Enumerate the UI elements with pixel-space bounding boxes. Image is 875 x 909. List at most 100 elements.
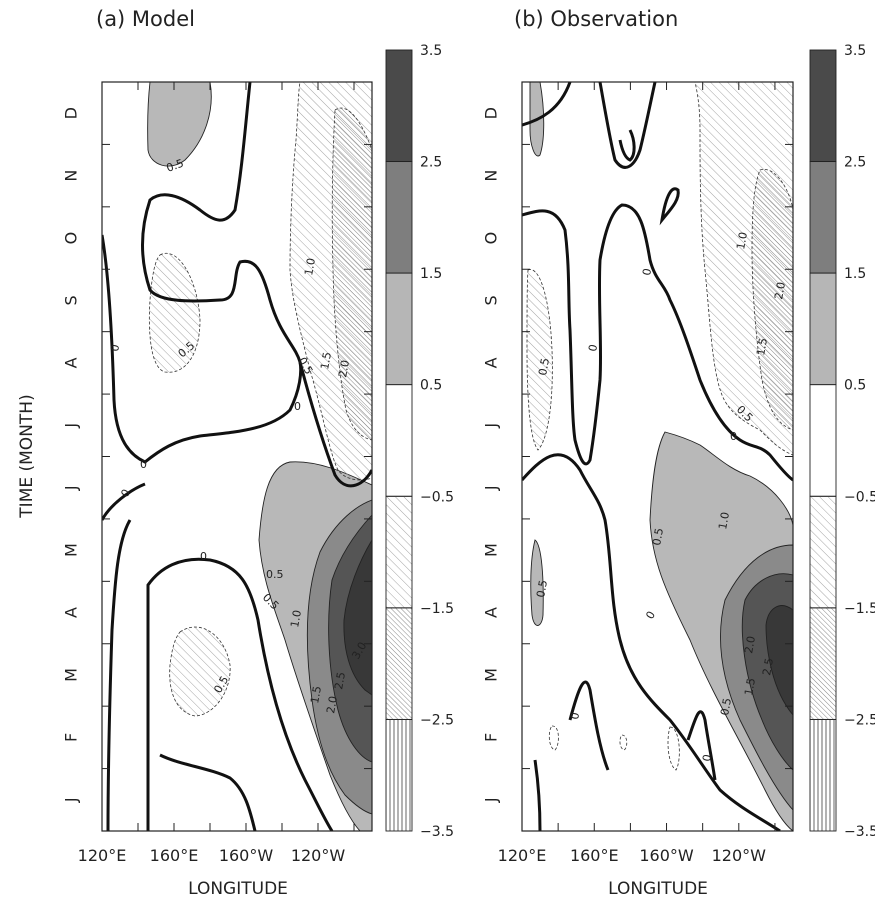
month-tick-label: M <box>482 668 501 682</box>
panel-a-contours: 0 0 0 0 0 0.5 0.5 0.5 0.5 0.5 0.5 1.0 1.… <box>102 82 372 831</box>
contour-label: 0 <box>568 711 582 720</box>
contour-label: 0.5 <box>650 527 666 546</box>
month-tick-label: J <box>482 797 501 803</box>
contour-label: 0 <box>294 400 301 413</box>
zero-contour-4 <box>522 453 781 831</box>
month-tick-label: J <box>62 423 81 429</box>
month-tick-label: F <box>62 733 81 742</box>
contour-label: 1.0 <box>288 609 304 628</box>
contour-label: 0.5 <box>165 157 186 175</box>
month-tick-label: O <box>62 232 81 245</box>
contour-label: 0 <box>586 343 600 352</box>
zero-contour-6 <box>159 753 257 831</box>
month-tick-label: N <box>62 170 81 182</box>
colorbar-label: 1.5 <box>844 266 866 282</box>
colorbar-label: 2.5 <box>420 155 442 171</box>
panel-a-xlabel: LONGITUDE <box>188 879 288 899</box>
month-tick-label: M <box>482 543 501 557</box>
colorbar-label: −0.5 <box>420 489 454 505</box>
panel-a-title: (a) Model <box>96 7 195 31</box>
colorbar-segment <box>809 607 837 720</box>
panel-observation: (b) Observation <box>482 7 794 899</box>
month-tick-label: A <box>482 607 501 618</box>
zero-contour-6 <box>568 680 610 771</box>
zero-contour-4 <box>298 361 372 488</box>
colorbar-label: 0.5 <box>844 378 866 394</box>
contour-label: 2.0 <box>742 635 758 654</box>
contour-label: 0.5 <box>718 697 734 716</box>
colorbar-a: 3.5 2.5 1.5 0.5 −0.5 −1.5 −2.5 −3.5 <box>385 43 454 840</box>
contour-label: 1.0 <box>734 231 750 250</box>
longitude-tick-label: 160°W <box>219 846 274 865</box>
colorbar-segment <box>385 384 413 497</box>
contour-label: 1.0 <box>302 257 318 276</box>
month-tick-label: M <box>62 543 81 557</box>
contour-label: 2.0 <box>772 281 788 300</box>
zero-contour-1 <box>522 203 793 482</box>
colorbar-segment <box>809 384 837 497</box>
zero-contour-3 <box>146 557 334 831</box>
panel-b-month-labels: J F M A M J J A S O N D <box>482 107 501 803</box>
colorbar-label: −1.5 <box>420 601 454 617</box>
zero-contour-2 <box>522 82 572 127</box>
contour-label: 2.5 <box>760 657 776 676</box>
zero-contour-7 <box>618 129 636 162</box>
colorbar-label: 1.5 <box>420 266 442 282</box>
contour-label: 0 <box>700 753 714 762</box>
contour-label: 0 <box>108 343 122 352</box>
colorbar-segment <box>385 607 413 720</box>
colorbar-label: 3.5 <box>844 43 866 59</box>
month-tick-label: M <box>62 668 81 682</box>
colorbar-segment <box>809 272 837 386</box>
contour-label: 0 <box>140 458 147 471</box>
longitude-tick-label: 120°E <box>78 846 127 865</box>
contour-label: 1.5 <box>742 677 758 696</box>
warm-region-35 <box>765 605 793 716</box>
contour-label: 0.5 <box>266 568 284 581</box>
month-tick-label: A <box>482 357 501 368</box>
month-tick-label: J <box>62 797 81 803</box>
contour-label: 0.5 <box>536 357 552 376</box>
zero-contour-9 <box>686 710 717 781</box>
zero-contour-1 <box>102 82 303 464</box>
colorbar-segment <box>809 49 837 163</box>
colorbar-label: −3.5 <box>844 824 875 840</box>
contour-label: 1.5 <box>318 351 334 370</box>
contour-label: 0 <box>643 609 658 622</box>
colorbar-label: −2.5 <box>420 712 454 728</box>
colorbar-label: −0.5 <box>844 489 875 505</box>
colorbar-label: −3.5 <box>420 824 454 840</box>
month-tick-label: D <box>62 107 81 119</box>
longitude-tick-label: 160°E <box>570 846 619 865</box>
contour-label: 2.0 <box>336 359 352 378</box>
panel-a-month-labels: J F M A M J J A S O N D <box>62 107 81 803</box>
panel-b-title: (b) Observation <box>514 7 678 31</box>
contour-label: 0.5 <box>534 579 550 598</box>
zero-contour-5 <box>106 519 132 831</box>
month-tick-label: S <box>62 295 81 305</box>
cold-region-east-dense <box>751 168 793 431</box>
month-tick-label: J <box>482 423 501 429</box>
longitude-tick-label: 160°W <box>639 846 694 865</box>
contour-label: 1.5 <box>754 337 770 356</box>
longitude-tick-label: 120°E <box>498 846 547 865</box>
colorbar-segment <box>809 161 837 274</box>
month-tick-label: J <box>482 485 501 491</box>
colorbar-segment <box>809 495 837 609</box>
panel-b-ticks <box>521 81 793 832</box>
panel-b-longitude-labels: 120°E 160°E 160°W 120°W <box>498 846 766 865</box>
longitude-tick-label: 160°E <box>150 846 199 865</box>
longitude-tick-label: 120°W <box>712 846 767 865</box>
month-tick-label: N <box>482 170 501 182</box>
cold-region-west-aug <box>148 252 201 373</box>
colorbar-segment <box>385 495 413 609</box>
panel-model: (a) Model 0 0 0 0 0 0. <box>17 7 373 899</box>
month-tick-label: J <box>62 485 81 491</box>
panel-a-ylabel: TIME (MONTH) <box>17 394 37 518</box>
cold-region-west <box>526 269 553 451</box>
contour-label: 1.0 <box>716 511 732 530</box>
warm-region-west <box>147 82 212 167</box>
longitude-tick-label: 120°W <box>291 846 346 865</box>
colorbar-segment <box>385 718 413 832</box>
colorbar-label: −2.5 <box>844 712 875 728</box>
